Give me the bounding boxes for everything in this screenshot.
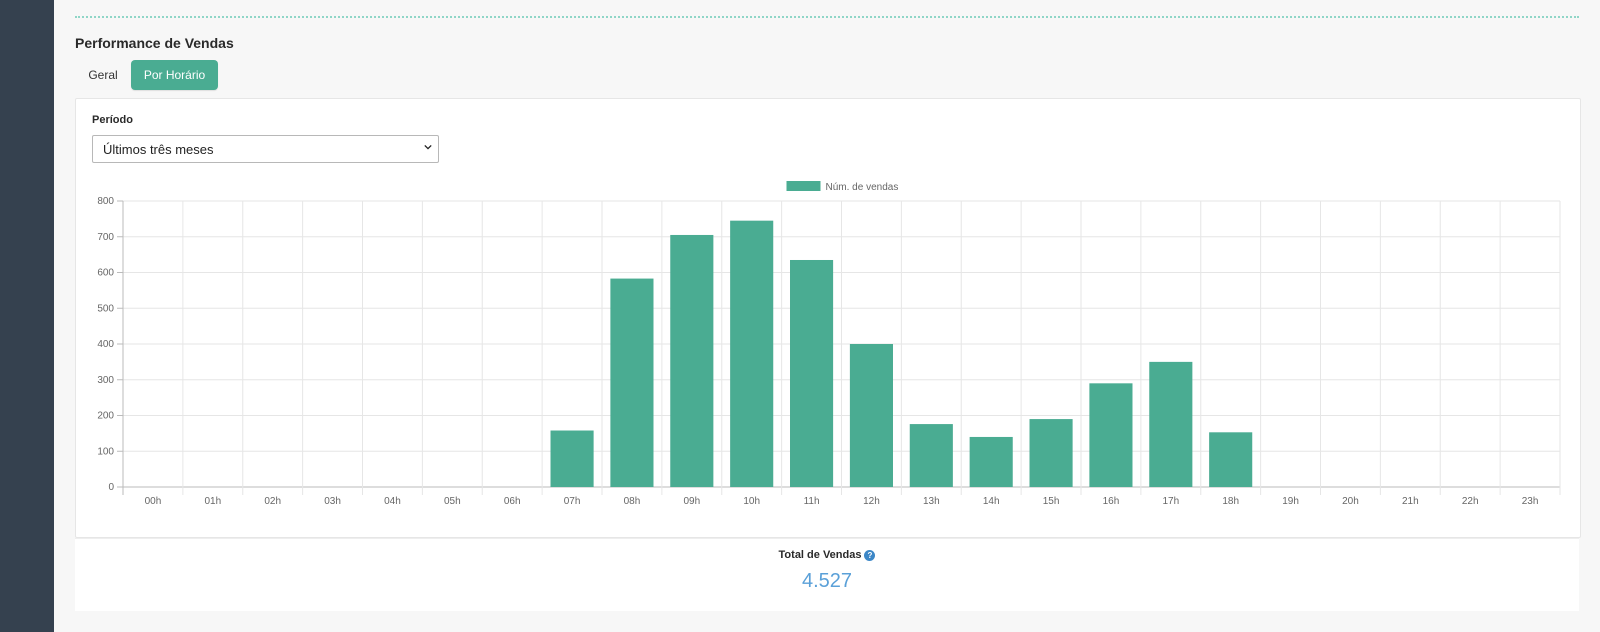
y-tick-label: 400 — [97, 339, 114, 350]
x-tick-label: 22h — [1462, 496, 1479, 507]
bar-12h — [849, 344, 893, 487]
x-tick-label: 11h — [804, 496, 820, 507]
x-tick-label: 16h — [1103, 496, 1120, 507]
info-icon[interactable]: ? — [864, 549, 876, 561]
x-tick-label: 06h — [504, 496, 521, 507]
total-sales-label: Total de Vendas? — [75, 549, 1579, 561]
period-select-value: Últimos três meses — [103, 141, 214, 157]
x-tick-label: 05h — [444, 496, 461, 507]
x-tick-label: 03h — [324, 496, 341, 507]
y-tick-label: 300 — [97, 375, 114, 386]
bar-16h — [1089, 383, 1133, 487]
y-tick-label: 600 — [97, 268, 114, 279]
period-select[interactable]: Últimos três meses — [92, 135, 439, 163]
x-tick-label: 23h — [1522, 496, 1539, 507]
y-tick-label: 100 — [97, 446, 114, 457]
x-tick-label: 14h — [983, 496, 1000, 507]
x-tick-label: 20h — [1342, 496, 1359, 507]
period-label: Período — [92, 114, 133, 126]
y-tick-label: 800 — [97, 196, 114, 207]
total-sales-value: 4.527 — [801, 570, 853, 592]
tab-por-horario[interactable]: Por Horário — [131, 60, 218, 90]
x-tick-label: 15h — [1043, 496, 1060, 507]
bar-14h — [969, 436, 1013, 487]
x-tick-label: 08h — [624, 496, 641, 507]
bar-10h — [730, 220, 774, 487]
x-tick-label: 17h — [1162, 496, 1179, 507]
bar-17h — [1149, 361, 1193, 487]
x-tick-label: 10h — [743, 496, 760, 507]
bar-09h — [670, 234, 714, 487]
legend-label: Núm. de vendas — [826, 182, 899, 193]
x-tick-label: 21h — [1402, 496, 1419, 507]
chevron-down-icon — [424, 144, 432, 150]
x-tick-label: 13h — [923, 496, 940, 507]
section-title: Performance de Vendas — [75, 35, 234, 51]
bar-13h — [909, 424, 953, 487]
sidebar — [0, 0, 54, 632]
x-tick-label: 09h — [683, 496, 700, 507]
bar-11h — [790, 259, 834, 487]
bar-18h — [1209, 432, 1253, 487]
x-tick-label: 02h — [264, 496, 281, 507]
y-tick-label: 500 — [97, 303, 114, 314]
x-tick-label: 01h — [204, 496, 221, 507]
x-tick-label: 00h — [145, 496, 162, 507]
tab-geral[interactable]: Geral — [88, 68, 118, 82]
x-tick-label: 18h — [1222, 496, 1239, 507]
sales-by-hour-chart: Núm. de vendas 0 100 200 300 400 500 600 700 800 0… — [97, 181, 1561, 507]
bar-15h — [1029, 419, 1073, 487]
summary-panel: Total de Vendas? 4.527 — [75, 538, 1579, 611]
x-tick-label: 07h — [564, 496, 581, 507]
divider — [75, 16, 1579, 18]
bar-07h — [550, 430, 594, 487]
y-tick-label: 200 — [97, 411, 114, 422]
total-sales-label-text: Total de Vendas — [778, 549, 862, 561]
x-tick-label: 04h — [384, 496, 401, 507]
x-tick-label: 19h — [1282, 496, 1299, 507]
y-tick-label: 700 — [97, 232, 114, 243]
bar-08h — [610, 278, 654, 487]
x-tick-label: 12h — [863, 496, 880, 507]
y-tick-label: 0 — [108, 482, 114, 493]
legend-swatch — [786, 181, 821, 191]
chart-card: Período Últimos três meses Núm. de venda… — [75, 98, 1581, 538]
